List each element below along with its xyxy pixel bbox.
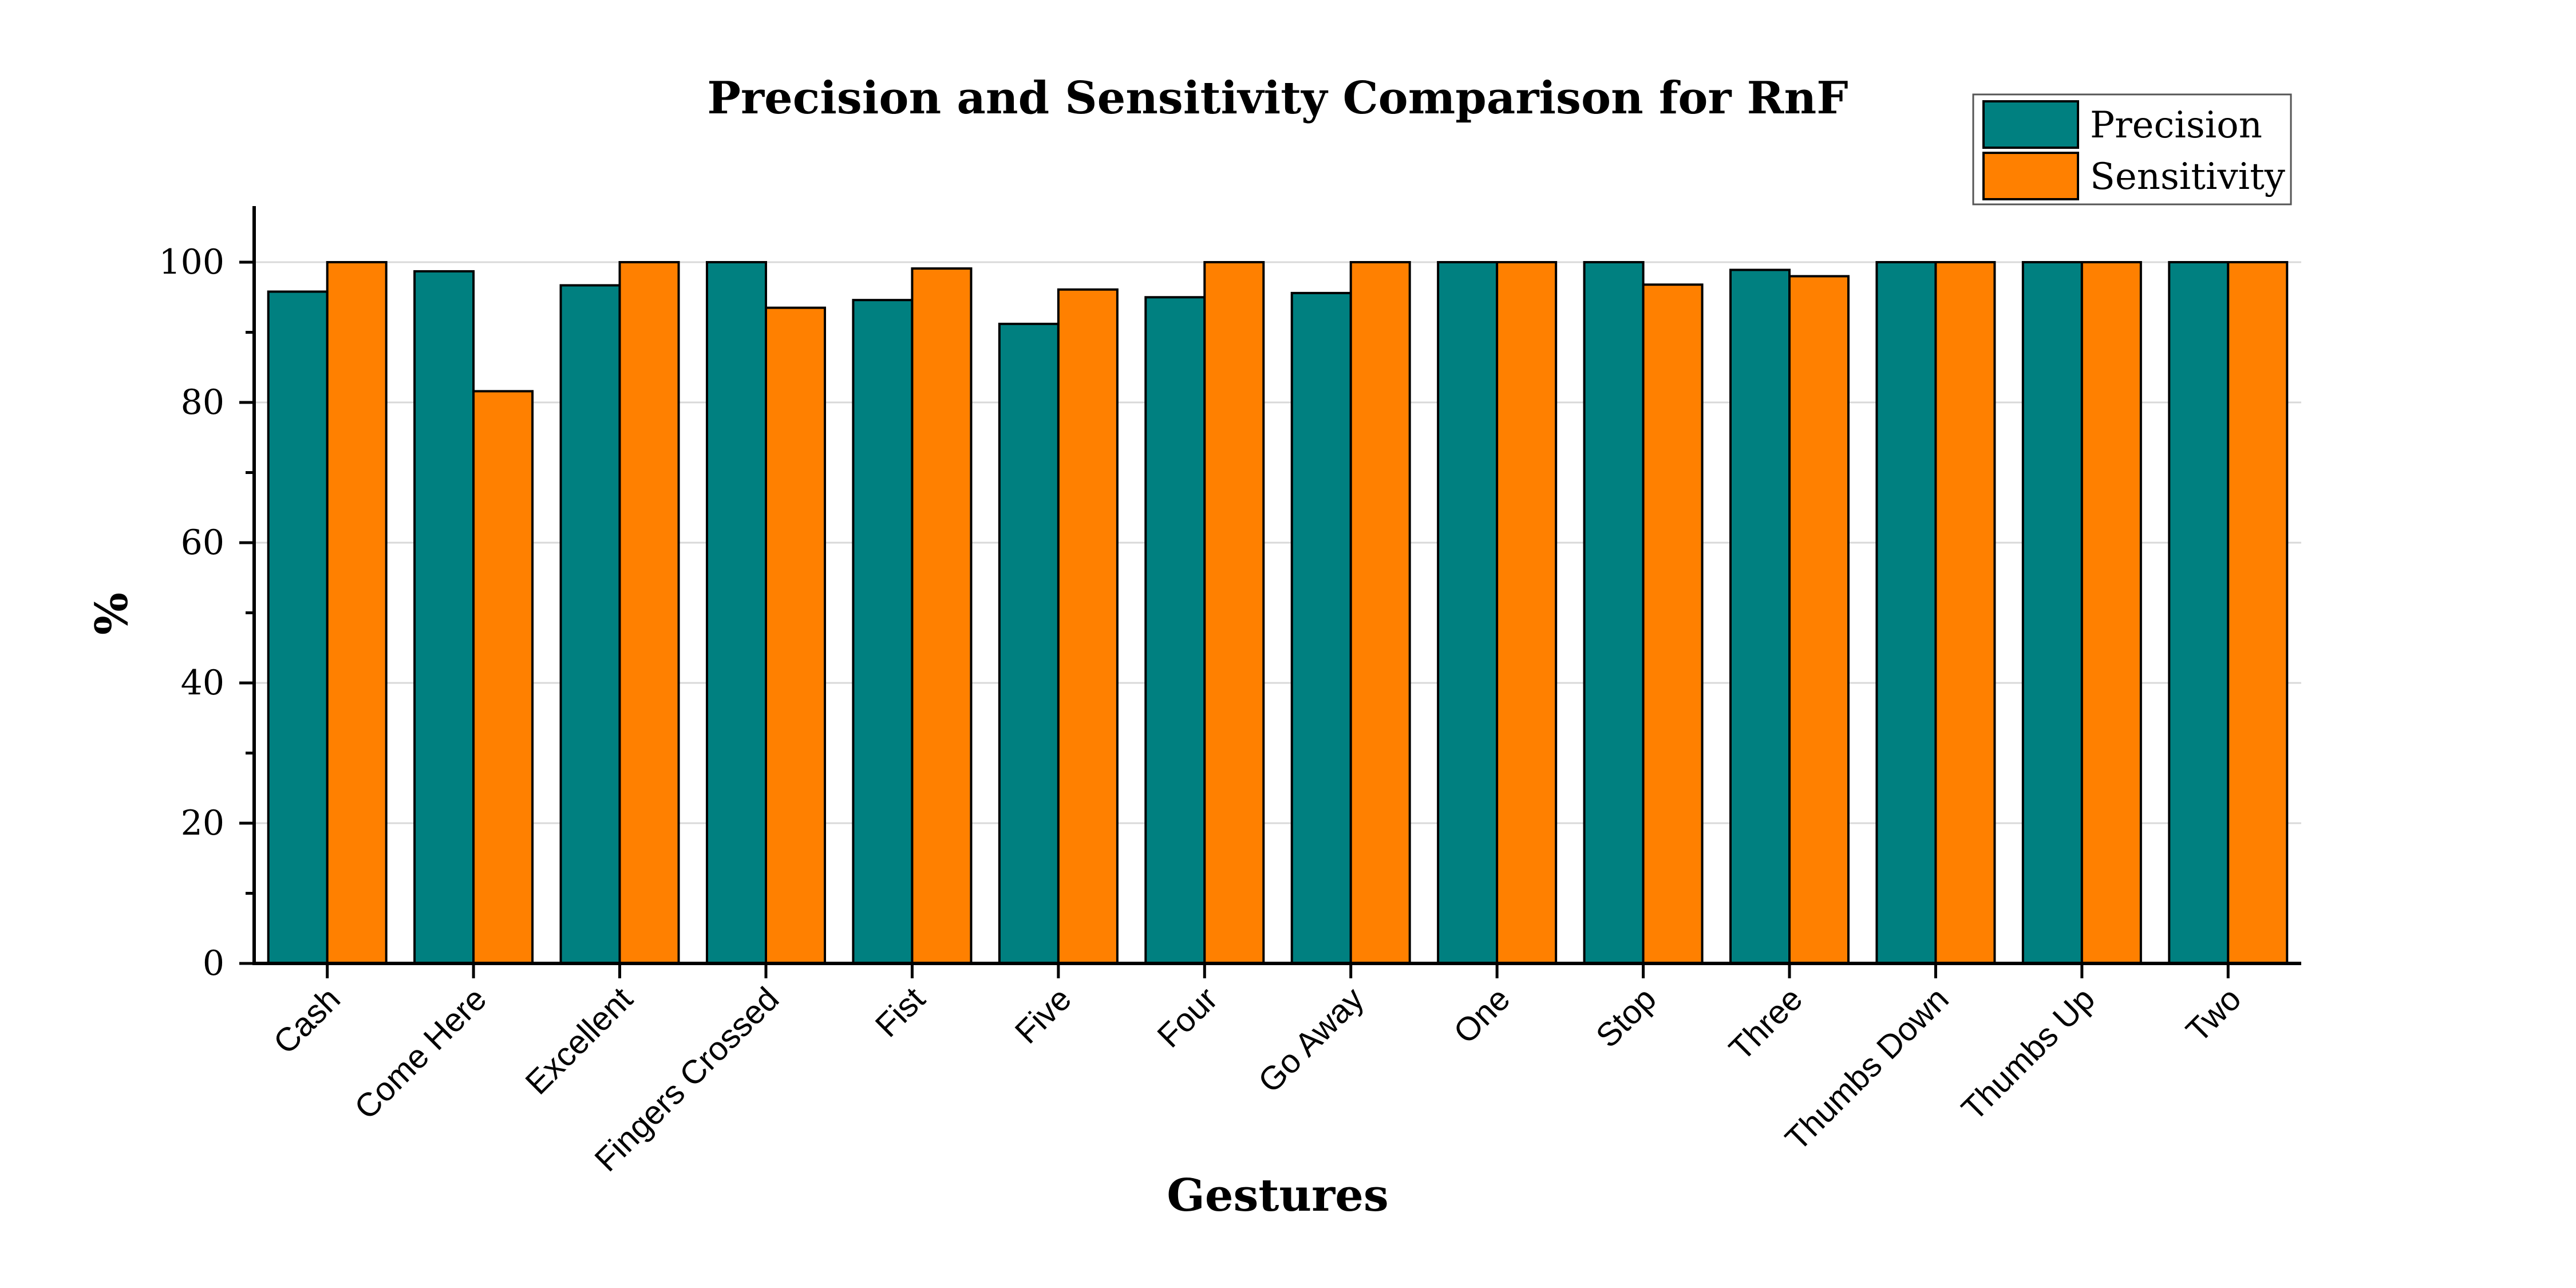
bar-sensitivity: [618, 261, 680, 965]
bar-precision: [1290, 291, 1352, 965]
x-tick-label: Fist: [868, 980, 933, 1044]
y-axis-title: %: [86, 592, 138, 635]
legend-label-sensitivity: Sensitivity: [2090, 156, 2285, 198]
bar-precision: [1583, 261, 1645, 965]
x-tick-label: Two: [2179, 980, 2248, 1049]
bar-precision: [1729, 268, 1791, 965]
bar-precision: [1144, 296, 1206, 965]
legend-swatch-sensitivity: [1982, 152, 2079, 200]
bar-sensitivity: [1057, 288, 1119, 965]
bar-sensitivity: [911, 267, 973, 965]
x-tick-label: Go Away: [1251, 980, 1371, 1100]
y-tick-label: 100: [159, 242, 224, 282]
bar-precision: [706, 261, 767, 965]
bar-sensitivity: [2227, 261, 2289, 965]
x-tick-label: Come Here: [347, 980, 494, 1127]
bar-precision: [1875, 261, 1937, 965]
y-tick-labels: 0 20 40 60 80 100: [159, 242, 224, 983]
chart-title: Precision and Sensitivity Comparison for…: [707, 72, 1848, 124]
bar-sensitivity: [1934, 261, 1996, 965]
bar-sensitivity: [765, 306, 826, 965]
bar-sensitivity: [1349, 261, 1411, 965]
y-tick-label: 80: [181, 382, 224, 422]
bar-sensitivity: [326, 261, 388, 965]
bar-precision: [267, 290, 329, 965]
x-tick-label: Five: [1008, 980, 1078, 1050]
x-tick-label: Stop: [1589, 980, 1663, 1054]
x-tick-label: Thumbs Up: [1954, 980, 2102, 1128]
x-tick-label: Four: [1150, 980, 1224, 1054]
y-tick-label: 20: [181, 803, 224, 843]
x-axis-title: Gestures: [1167, 1170, 1389, 1222]
bars: [267, 261, 2289, 965]
y-tick-label: 0: [203, 943, 224, 983]
bar-sensitivity: [1642, 283, 1704, 965]
bar-sensitivity: [1203, 261, 1265, 965]
bar-sensitivity: [2080, 261, 2142, 965]
x-tick-label: Three: [1722, 980, 1809, 1068]
legend-label-precision: Precision: [2090, 104, 2262, 147]
axes: [239, 206, 2301, 978]
bar-precision: [998, 322, 1060, 965]
bar-precision: [1437, 261, 1499, 965]
bar-precision: [2021, 261, 2083, 965]
bar-sensitivity: [1788, 275, 1850, 965]
x-tick-label: Excellent: [518, 980, 639, 1101]
bar-precision: [559, 284, 621, 965]
bar-precision: [2168, 261, 2230, 965]
legend-swatch-precision: [1982, 100, 2079, 149]
bar-sensitivity: [472, 390, 534, 965]
x-tick-label: Cash: [266, 980, 347, 1061]
y-tick-label: 60: [181, 523, 224, 563]
bar-sensitivity: [1496, 261, 1558, 965]
y-tick-label: 40: [181, 663, 224, 703]
bar-precision: [413, 270, 475, 965]
x-tick-label: One: [1447, 980, 1517, 1050]
bar-precision: [852, 299, 914, 965]
legend: Precision Sensitivity: [1972, 93, 2292, 206]
